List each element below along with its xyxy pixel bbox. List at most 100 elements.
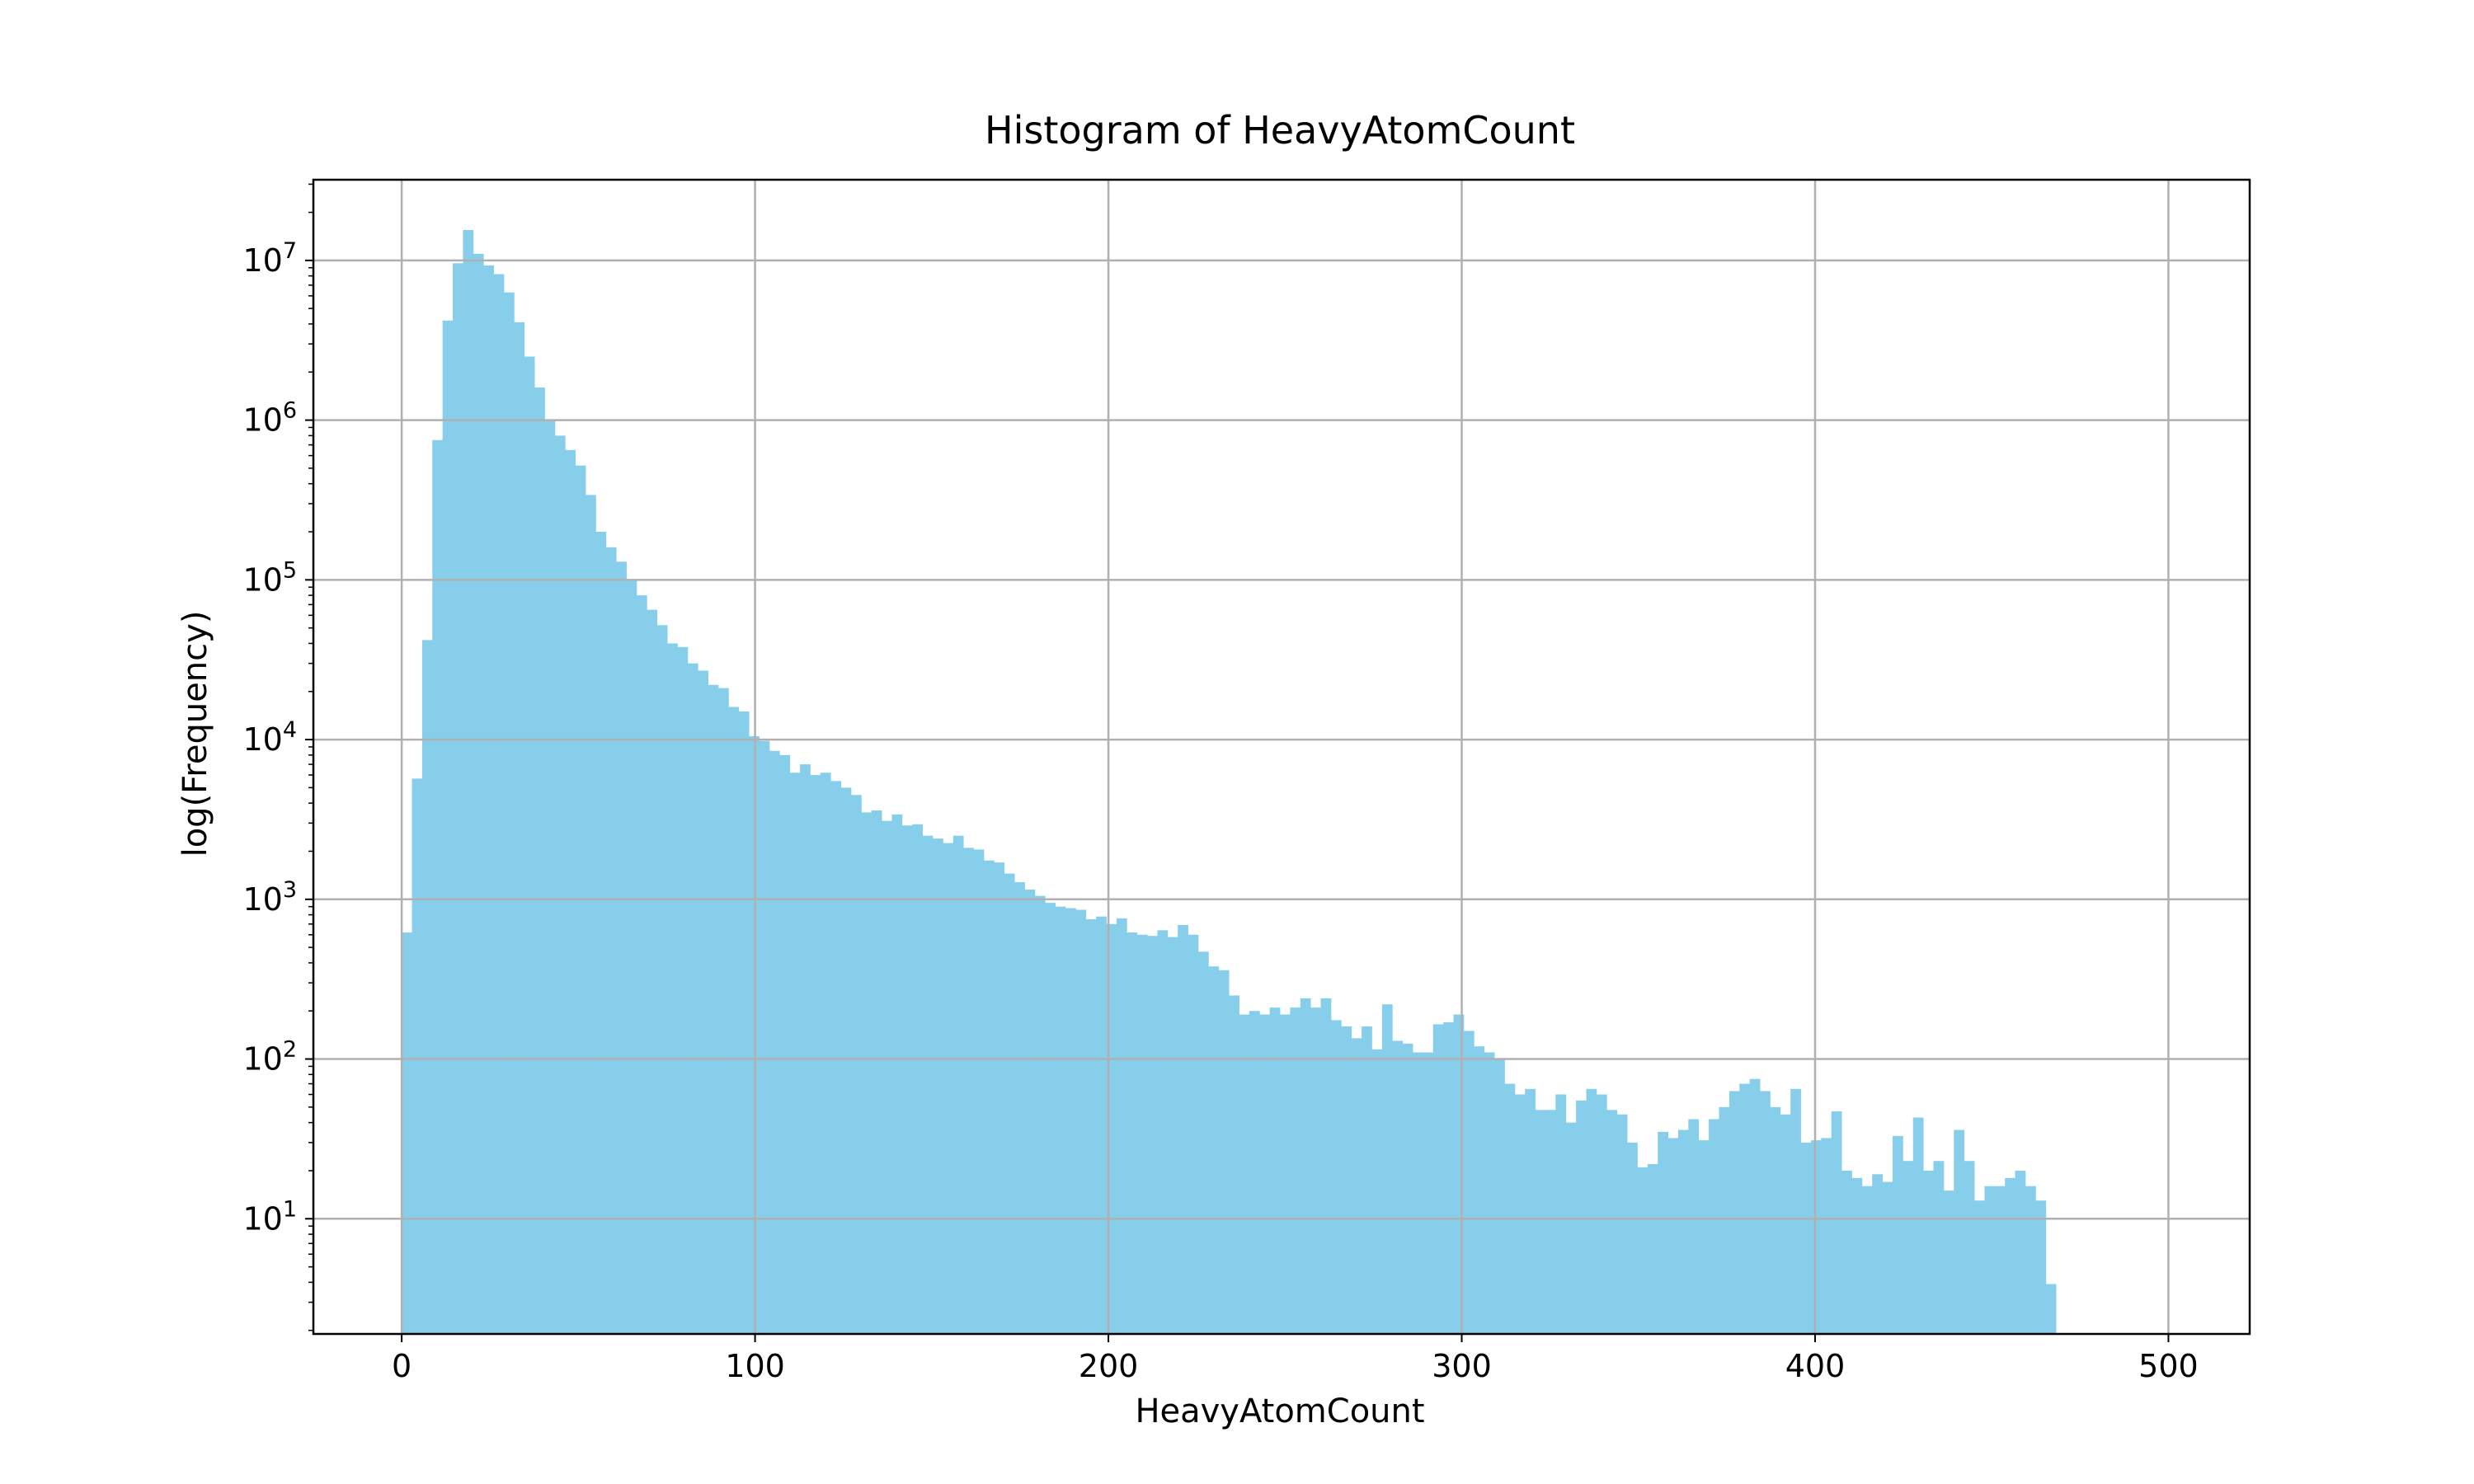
histogram-bar bbox=[626, 580, 637, 1334]
histogram-bar bbox=[1770, 1106, 1781, 1334]
histogram-bar bbox=[861, 812, 872, 1334]
histogram-bar bbox=[1208, 966, 1220, 1334]
histogram-bar bbox=[514, 322, 525, 1334]
histogram-bar bbox=[1330, 1020, 1342, 1334]
histogram-bar bbox=[1402, 1043, 1413, 1334]
histogram-bar bbox=[2045, 1284, 2057, 1334]
histogram-bar bbox=[1300, 998, 1311, 1334]
histogram-bar bbox=[586, 495, 596, 1334]
grid-group bbox=[313, 180, 2250, 1334]
histogram-bar bbox=[1994, 1186, 2006, 1334]
histogram-bar bbox=[891, 814, 903, 1334]
x-tick-label: 500 bbox=[2138, 1348, 2199, 1384]
histogram-bar bbox=[708, 684, 719, 1334]
histogram-bar bbox=[882, 820, 892, 1334]
x-tick-label: 200 bbox=[1079, 1348, 1139, 1384]
y-tick-label: 104 bbox=[242, 717, 297, 758]
histogram-bar bbox=[952, 835, 964, 1334]
histogram-bar bbox=[1903, 1161, 1914, 1334]
histogram-bar bbox=[1239, 1014, 1250, 1334]
histogram-bar bbox=[1381, 1004, 1393, 1334]
histogram-bar bbox=[1872, 1174, 1884, 1334]
histogram-bar bbox=[779, 754, 791, 1334]
y-tick-label: 101 bbox=[242, 1196, 297, 1237]
histogram-bar bbox=[473, 253, 484, 1335]
histogram-bar bbox=[1658, 1131, 1668, 1334]
histogram-bar bbox=[963, 848, 974, 1334]
histogram-bar bbox=[1545, 1110, 1556, 1334]
histogram-bar bbox=[1637, 1167, 1649, 1334]
histogram-bar bbox=[1504, 1083, 1516, 1334]
histogram-bar bbox=[933, 838, 943, 1334]
histogram-bar bbox=[1157, 930, 1169, 1334]
histogram-bar bbox=[759, 740, 770, 1334]
histogram-bar bbox=[1065, 908, 1076, 1334]
histogram-bar bbox=[1167, 937, 1178, 1334]
histogram-bar bbox=[647, 609, 658, 1334]
histogram-bar bbox=[412, 778, 423, 1334]
histogram-bar bbox=[421, 640, 433, 1334]
histogram-bar bbox=[1739, 1083, 1751, 1334]
histogram-bar bbox=[871, 810, 882, 1334]
histogram-bar bbox=[1463, 1031, 1475, 1334]
histogram-bar bbox=[616, 561, 627, 1334]
histogram-bar bbox=[1341, 1026, 1352, 1334]
histogram-bar bbox=[1371, 1049, 1383, 1334]
histogram-bar bbox=[1474, 1046, 1485, 1334]
histogram-bar bbox=[1586, 1088, 1597, 1334]
histogram-bar bbox=[483, 265, 494, 1335]
histogram-bar bbox=[493, 274, 505, 1334]
histogram-bar bbox=[698, 670, 708, 1334]
histogram-bar bbox=[769, 750, 780, 1334]
histogram-bar bbox=[1045, 903, 1056, 1334]
histogram-bar bbox=[1943, 1190, 1954, 1334]
histogram-bar bbox=[789, 773, 801, 1334]
ticks-group: 0 100 200 300 400 500 101 102 103 104 105 106 107 bbox=[242, 183, 2199, 1384]
histogram-bar bbox=[667, 643, 678, 1334]
histogram-bar bbox=[1147, 936, 1158, 1334]
histogram-bar bbox=[1085, 919, 1097, 1334]
histogram-bar bbox=[1024, 890, 1036, 1334]
histogram-bar bbox=[912, 824, 924, 1334]
histogram-bar bbox=[983, 860, 995, 1334]
y-tick-label: 105 bbox=[242, 557, 297, 598]
histogram-bar bbox=[1667, 1138, 1679, 1334]
histogram-bar bbox=[605, 547, 617, 1334]
histogram-bar bbox=[1912, 1117, 1924, 1334]
histogram-bar bbox=[1320, 998, 1332, 1334]
histogram-bar bbox=[1719, 1106, 1730, 1334]
x-tick-label: 0 bbox=[392, 1348, 412, 1384]
histogram-bar bbox=[1351, 1038, 1362, 1334]
histogram-bar bbox=[1432, 1024, 1444, 1334]
x-axis-label: HeavyAtomCount bbox=[1135, 1392, 1424, 1430]
histogram-bar bbox=[1647, 1163, 1658, 1334]
histogram-bar bbox=[1096, 916, 1107, 1334]
histogram-bar bbox=[534, 387, 545, 1334]
histogram-bar bbox=[830, 781, 841, 1334]
histogram-bar bbox=[2005, 1177, 2015, 1334]
histogram-bar bbox=[1443, 1021, 1454, 1334]
histogram-bar bbox=[1229, 995, 1239, 1334]
histogram-bar bbox=[1933, 1161, 1945, 1334]
y-tick-label: 102 bbox=[242, 1037, 297, 1078]
histogram-bar bbox=[728, 707, 740, 1334]
histogram-bar bbox=[1014, 882, 1025, 1334]
histogram-bar bbox=[1698, 1140, 1710, 1334]
histogram-bar bbox=[1749, 1078, 1761, 1334]
histogram-bar bbox=[1810, 1140, 1822, 1334]
histogram-bar bbox=[1780, 1114, 1791, 1334]
histogram-bar bbox=[1484, 1052, 1495, 1334]
histogram-bar bbox=[595, 532, 607, 1334]
histogram-bar bbox=[1178, 925, 1188, 1334]
histogram-bar bbox=[1494, 1059, 1505, 1334]
histogram-bar bbox=[1055, 906, 1066, 1334]
histogram-bar bbox=[738, 711, 750, 1334]
histogram-bar bbox=[503, 292, 515, 1334]
histogram-bar bbox=[1606, 1110, 1618, 1334]
histogram-bar bbox=[656, 625, 668, 1334]
histogram-bar bbox=[943, 843, 954, 1334]
histogram-bar bbox=[1709, 1119, 1719, 1334]
chart-title: Histogram of HeavyAtomCount bbox=[985, 108, 1575, 153]
histogram-bar bbox=[544, 420, 556, 1335]
